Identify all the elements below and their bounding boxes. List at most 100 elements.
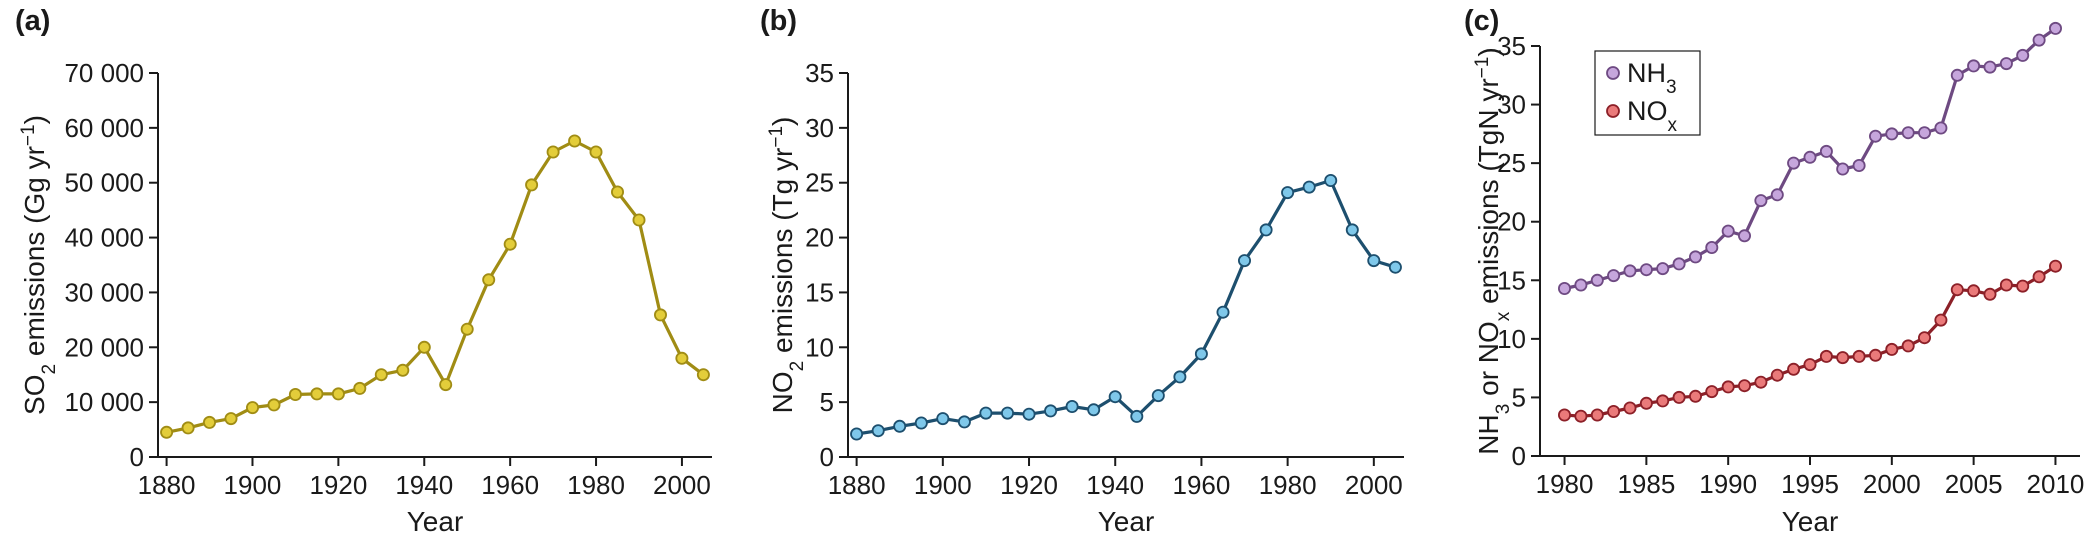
y-axis-title: NH3 or NOx emissions (TgN yr−1)	[1472, 47, 1514, 454]
legend-label: NH3	[1627, 58, 1677, 98]
data-point	[1869, 348, 1883, 362]
x-tick-label: 1960	[481, 470, 539, 500]
y-tick-label: 0	[820, 442, 834, 472]
x-tick-label: 2000	[1863, 469, 1921, 499]
x-tick-label: 2000	[1345, 470, 1403, 500]
data-point	[2032, 33, 2046, 47]
data-point	[1819, 349, 1833, 363]
data-point	[1770, 368, 1784, 382]
data-point	[1901, 126, 1915, 140]
data-point	[1623, 264, 1637, 278]
y-tick-label: 30 000	[64, 277, 144, 307]
x-tick-label: 2000	[653, 470, 711, 500]
series-1	[850, 173, 1402, 441]
text-part: 2	[39, 364, 60, 375]
x-tick-label: 1880	[138, 470, 196, 500]
x-tick-label: 1880	[828, 470, 886, 500]
y-tick-label: 30	[805, 113, 834, 143]
panel-label: (c)	[1464, 5, 1499, 37]
data-point	[1590, 408, 1604, 422]
data-point	[632, 213, 646, 227]
text-part: NH	[1627, 58, 1666, 88]
y-tick-label: 10	[1497, 324, 1526, 354]
text-part: )	[767, 117, 798, 126]
data-point	[1022, 407, 1036, 421]
x-tick-label: 1920	[309, 470, 367, 500]
y-tick-label: 5	[820, 387, 834, 417]
data-point	[1194, 347, 1208, 361]
data-point	[1770, 188, 1784, 202]
data-point	[1302, 180, 1316, 194]
data-point	[1787, 362, 1801, 376]
data-point	[568, 134, 582, 148]
data-point	[1367, 254, 1381, 268]
data-point	[2016, 279, 2030, 293]
data-point	[1918, 331, 1932, 345]
data-point	[1689, 250, 1703, 264]
data-point	[439, 378, 453, 392]
legend-label: NOx	[1627, 96, 1678, 136]
data-point	[1259, 223, 1273, 237]
data-point	[1216, 305, 1230, 319]
x-tick-label: 1980	[567, 470, 625, 500]
data-point	[525, 178, 539, 192]
data-point	[1836, 351, 1850, 365]
chart-panel-2: (b) 0 5 10 15 20 25 30 35 1880 1900 1920 1940 1960 198…	[760, 5, 1404, 537]
data-point	[1885, 127, 1899, 141]
data-point	[2048, 21, 2062, 35]
data-point	[1044, 404, 1058, 418]
legend-marker	[1606, 66, 1620, 80]
series-1	[160, 134, 710, 439]
data-point	[1836, 162, 1850, 176]
data-point	[2016, 48, 2030, 62]
data-point	[331, 387, 345, 401]
data-point	[1738, 229, 1752, 243]
data-point	[654, 308, 668, 322]
x-tick-label: 2005	[1945, 469, 2003, 499]
y-tick-label: 60 000	[64, 113, 144, 143]
x-axis-title: Year	[1098, 506, 1155, 537]
series-2	[1558, 259, 2062, 423]
data-point	[374, 368, 388, 382]
data-point	[1324, 173, 1338, 187]
y-tick-label: 35	[1497, 31, 1526, 61]
x-tick-label: 1900	[224, 470, 282, 500]
text-part: 2	[787, 361, 808, 372]
text-part: NH	[1473, 414, 1504, 454]
chart-panel-1: (a) 0 10 000 20 000 30 000 40 000 50 000 60 000…	[15, 5, 712, 537]
x-axis-title: Year	[407, 506, 464, 537]
data-point	[1689, 389, 1703, 403]
data-point	[1623, 401, 1637, 415]
data-point	[1238, 254, 1252, 268]
data-point	[1607, 269, 1621, 283]
series-line	[1564, 264, 2057, 418]
data-point	[482, 273, 496, 287]
data-point	[871, 424, 885, 438]
data-point	[1345, 223, 1359, 237]
data-point	[1852, 349, 1866, 363]
data-point	[546, 145, 560, 159]
text-part: −1	[1472, 57, 1493, 79]
text-part: emissions (TgN yr	[1473, 78, 1504, 311]
legend-marker	[1606, 104, 1620, 118]
data-point	[1639, 396, 1653, 410]
data-point	[914, 416, 928, 430]
legend-box	[1594, 50, 1701, 136]
data-point	[417, 340, 431, 354]
x-tick-label: 1920	[1000, 470, 1058, 500]
data-point	[1869, 129, 1883, 143]
data-point	[1754, 375, 1768, 389]
x-tick-label: 2010	[2027, 469, 2085, 499]
data-point	[1999, 278, 2013, 292]
data-point	[1151, 389, 1165, 403]
y-axis-title: NO2 emissions (Tg yr−1)	[766, 117, 808, 414]
x-tick-label: 1960	[1173, 470, 1231, 500]
data-point	[1950, 283, 1964, 297]
y-tick-label: 15	[805, 277, 834, 307]
y-tick-label: 10	[805, 332, 834, 362]
data-point	[696, 368, 710, 382]
x-tick-label: 1980	[1259, 470, 1317, 500]
